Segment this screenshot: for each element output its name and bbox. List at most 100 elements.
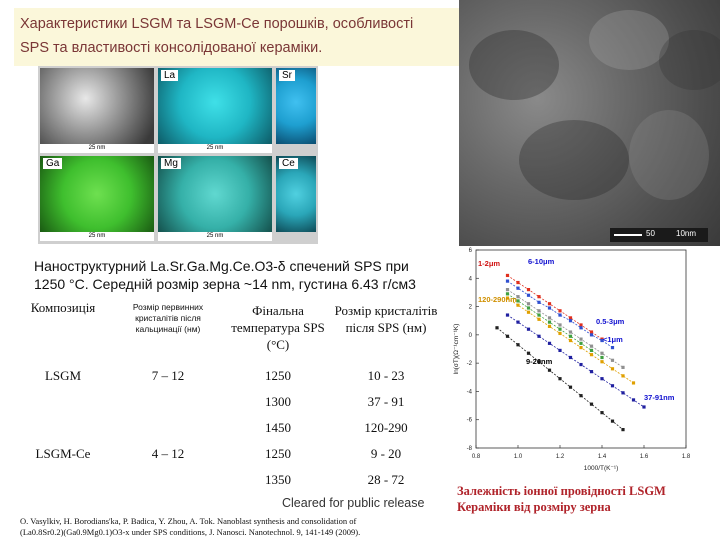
data-point bbox=[568, 319, 573, 323]
series-line-2 bbox=[507, 289, 624, 368]
x-tick-label: 0.8 bbox=[472, 454, 481, 460]
data-point bbox=[516, 295, 520, 299]
description-line-1: Наноструктурний La.Sr.Ga.Mg.Ce.O3-δ спеч… bbox=[34, 258, 409, 274]
data-point bbox=[579, 341, 583, 345]
data-point bbox=[558, 377, 562, 381]
data-point bbox=[526, 351, 531, 355]
data-point bbox=[579, 323, 583, 327]
tem-image bbox=[459, 0, 720, 246]
cell-temp: 1450 bbox=[265, 420, 291, 435]
cell-size: 120-290 bbox=[364, 420, 408, 435]
cell-composition bbox=[14, 420, 112, 446]
data-point bbox=[505, 334, 510, 338]
x-tick-label: 1.6 bbox=[640, 454, 649, 460]
data-point bbox=[579, 337, 583, 341]
table-row: 1300 37 - 91 bbox=[14, 394, 440, 420]
x-tick-label: 1.4 bbox=[598, 454, 607, 460]
data-point bbox=[505, 296, 510, 300]
eds-maps: 25 nm La 25 nm Sr Ga 25 nm Mg 25 nm Ce bbox=[38, 66, 318, 244]
data-point bbox=[526, 293, 531, 297]
data-point bbox=[505, 279, 510, 283]
data-point bbox=[610, 384, 615, 388]
header-composition: Композиція bbox=[30, 300, 96, 315]
series-line-0 bbox=[507, 275, 603, 340]
data-point bbox=[537, 313, 541, 317]
conductivity-chart: 0.8 1.0 1.2 1.4 1.6 1.8 6 4 2 0 -2 -4 -6 -8 1000/T(K⁻¹… bbox=[453, 248, 691, 472]
annotation-label: 1-2μm bbox=[478, 259, 500, 268]
cell-composition bbox=[14, 394, 112, 420]
series-line-4 bbox=[507, 293, 603, 358]
table-row: 1350 28 - 72 bbox=[14, 472, 440, 498]
data-point bbox=[516, 286, 520, 290]
data-point bbox=[547, 316, 552, 320]
data-point bbox=[579, 326, 583, 330]
data-point bbox=[621, 365, 625, 369]
data-point bbox=[526, 288, 531, 292]
properties-table: Композиція Розмір первинних кристалітів … bbox=[14, 296, 440, 498]
data-point bbox=[537, 309, 541, 313]
data-point bbox=[568, 355, 573, 360]
data-point bbox=[589, 344, 594, 348]
data-point bbox=[547, 324, 552, 328]
x-tick-label: 1.8 bbox=[682, 454, 691, 460]
data-point bbox=[631, 398, 636, 402]
data-point bbox=[537, 300, 541, 304]
data-point bbox=[516, 303, 520, 307]
map-label-mg: Mg bbox=[161, 158, 181, 169]
data-point bbox=[537, 360, 541, 364]
map-scale-1: 25 nm bbox=[40, 144, 154, 153]
cell-size: 28 - 72 bbox=[367, 472, 405, 487]
map-scale-4: 25 nm bbox=[40, 232, 154, 241]
annotation-label: 37-91nm bbox=[644, 393, 675, 402]
cell-composition: LSGM bbox=[44, 368, 82, 383]
tem-scale-left: 50 bbox=[646, 229, 655, 238]
data-point bbox=[516, 320, 520, 324]
map-tile-mg: Mg bbox=[158, 156, 272, 232]
cell-primary bbox=[112, 420, 224, 446]
map-label-ce: Ce bbox=[279, 158, 298, 169]
cell-size: 10 - 23 bbox=[367, 368, 405, 383]
y-tick-label: -6 bbox=[467, 418, 473, 424]
y-tick-label: 2 bbox=[469, 305, 473, 311]
data-point bbox=[579, 345, 583, 350]
reference-line-1: O. Vasylkiv, H. Borodians'ka, P. Badica,… bbox=[20, 516, 357, 526]
x-axis-label: 1000/T(K⁻¹) bbox=[584, 465, 619, 472]
data-point bbox=[526, 327, 531, 331]
data-point bbox=[621, 428, 625, 432]
cell-size: 9 - 20 bbox=[370, 446, 402, 461]
y-axis-label: ln(σT)(Ω⁻¹cm⁻¹K) bbox=[453, 324, 460, 375]
data-point bbox=[642, 405, 646, 409]
data-point bbox=[526, 302, 531, 306]
data-point bbox=[495, 326, 499, 330]
title-line-1: Характеристики LSGM та LSGM-Ce порошків,… bbox=[20, 16, 414, 32]
x-tick-label: 1.2 bbox=[556, 454, 565, 460]
reference-line-2: (La0.8Sr0.2)(Ga0.9Mg0.1)O3-x under SPS c… bbox=[20, 527, 361, 537]
table-header-row: Композиція Розмір первинних кристалітів … bbox=[14, 296, 440, 368]
annotation-label: 0.5-3μm bbox=[596, 317, 625, 326]
series-line-1 bbox=[507, 280, 613, 348]
data-point bbox=[558, 323, 562, 327]
data-point bbox=[526, 306, 531, 310]
cell-composition: LSGM-Ce bbox=[35, 446, 91, 461]
data-point bbox=[537, 317, 541, 321]
map-label-ga: Ga bbox=[43, 158, 63, 169]
data-point bbox=[631, 381, 636, 385]
cell-composition bbox=[14, 472, 112, 498]
data-point bbox=[600, 360, 604, 364]
cell-temp: 1300 bbox=[265, 394, 291, 409]
tem-scale-right: 10nm bbox=[676, 229, 697, 238]
map-tile-ce: Ce bbox=[276, 156, 316, 232]
map-label-la: La bbox=[161, 70, 179, 81]
annotation-label: <1μm bbox=[603, 335, 623, 344]
data-point bbox=[558, 331, 562, 336]
data-point bbox=[537, 295, 541, 299]
data-point bbox=[610, 367, 615, 371]
table-row: 1450 120-290 bbox=[14, 420, 440, 446]
data-point bbox=[600, 355, 604, 360]
data-point bbox=[505, 292, 510, 296]
cell-temp: 1350 bbox=[265, 472, 291, 487]
cell-primary bbox=[112, 394, 224, 420]
data-point bbox=[579, 362, 583, 367]
annotation-label: 9-20nm bbox=[526, 357, 553, 366]
data-point bbox=[547, 368, 552, 372]
